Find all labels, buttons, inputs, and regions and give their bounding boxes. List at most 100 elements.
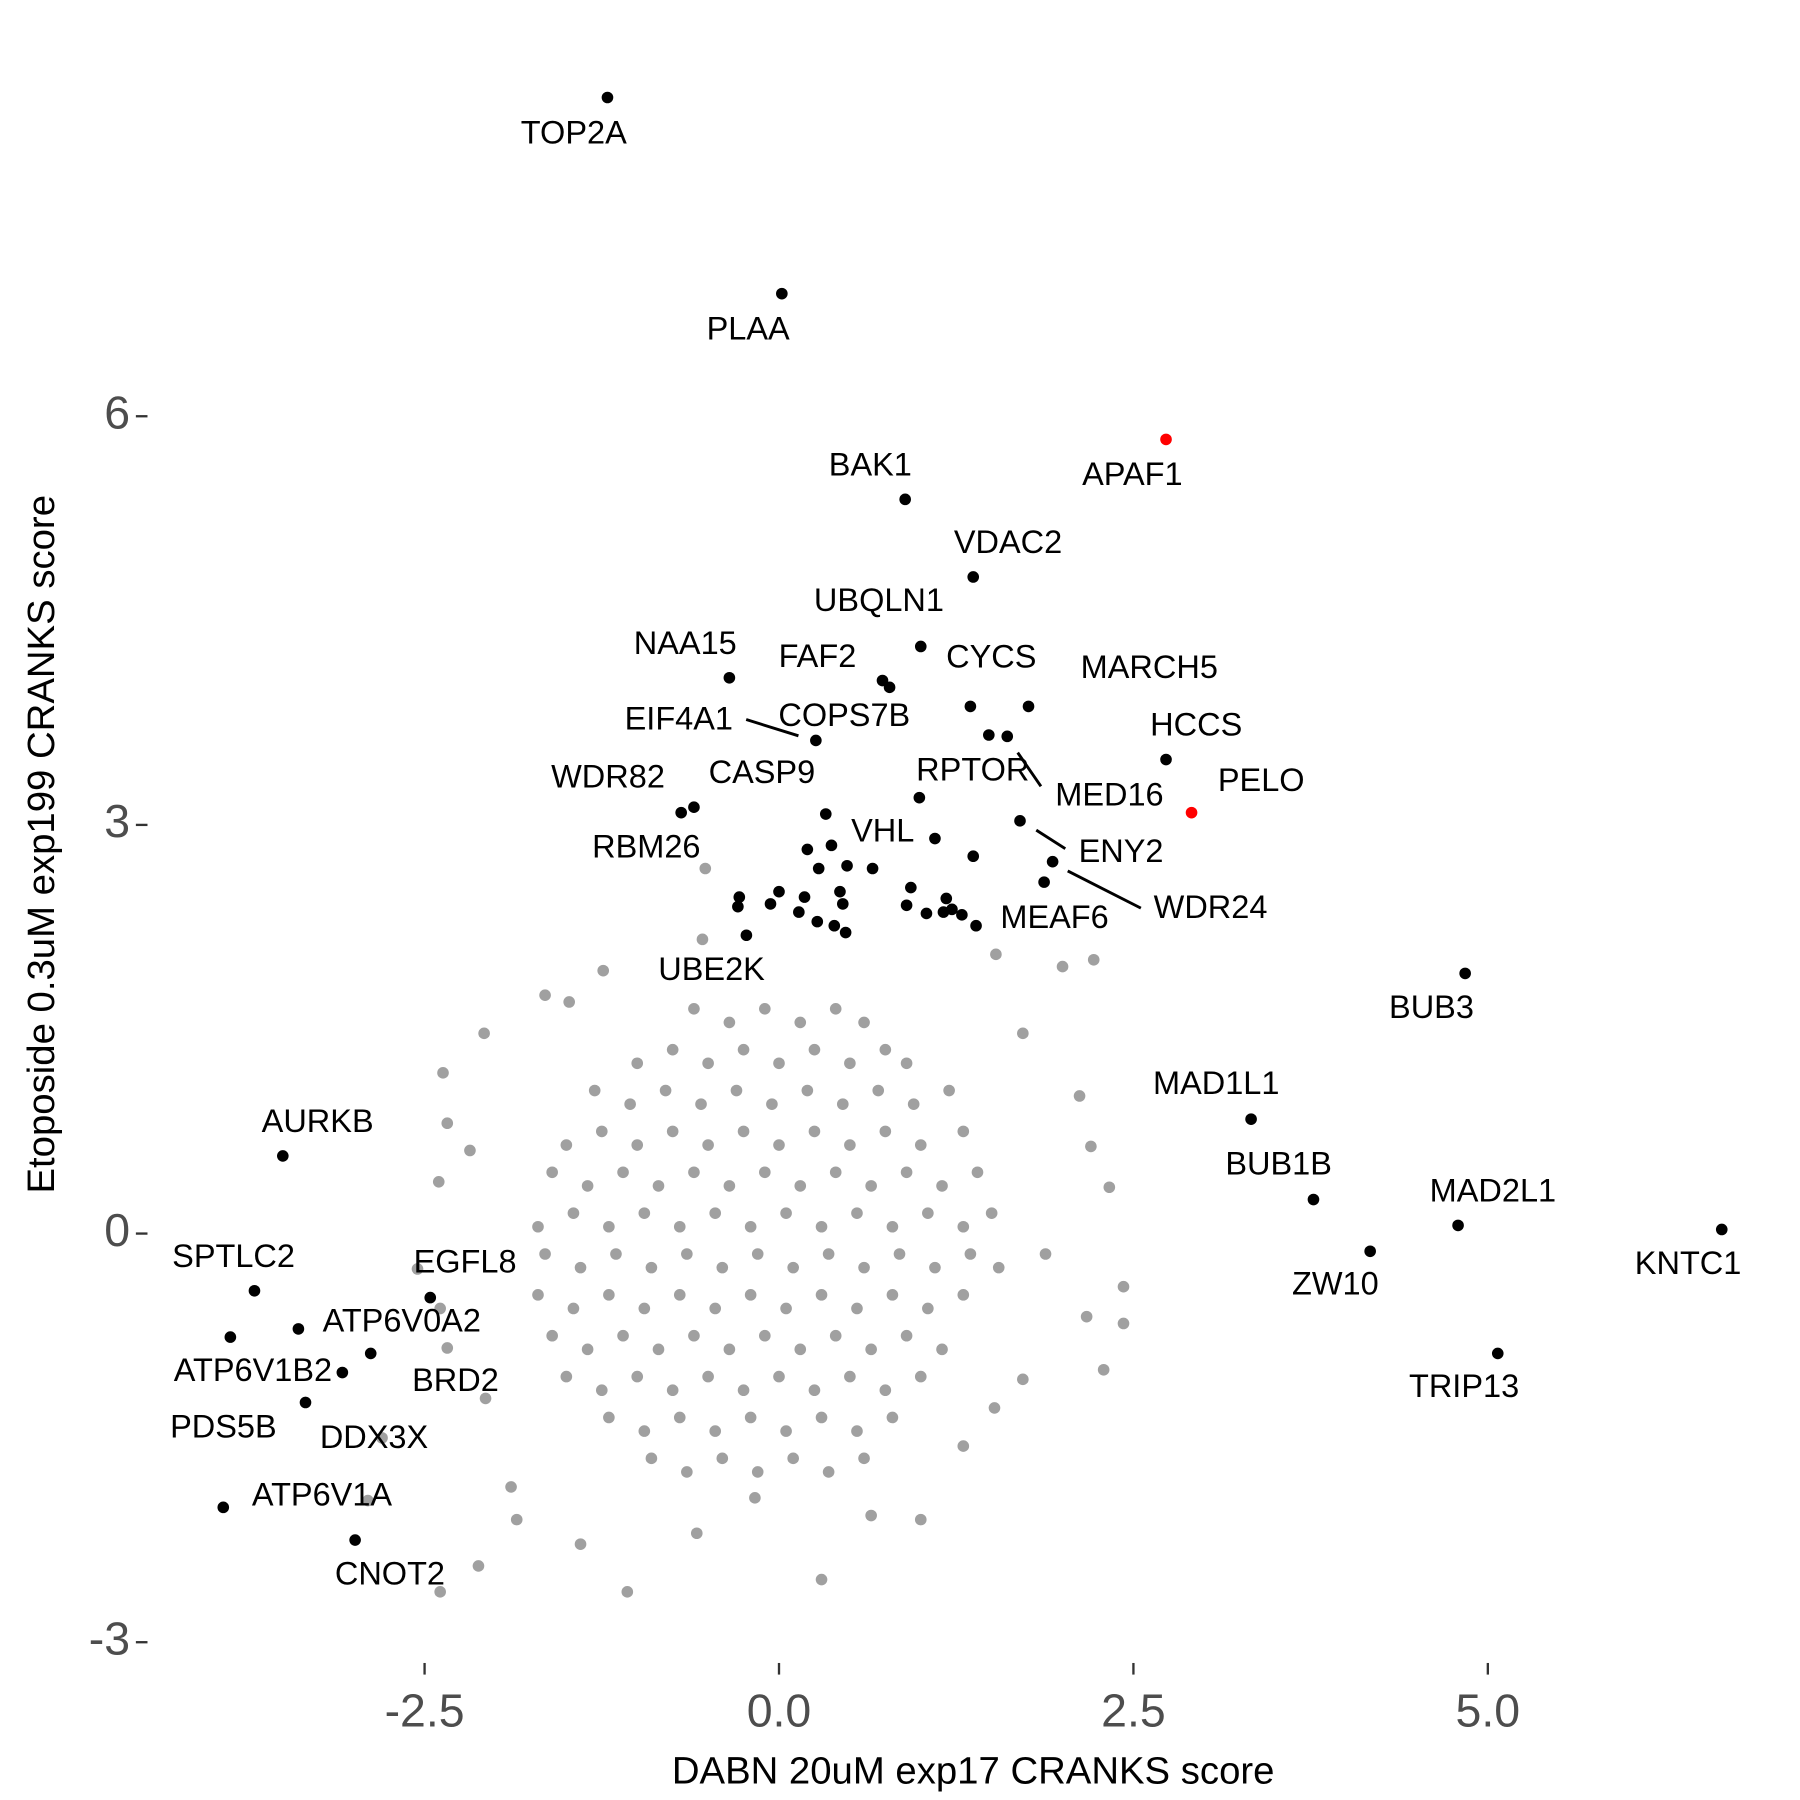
point: [638, 1425, 651, 1437]
x-tick-label: 5.0: [1456, 1684, 1521, 1736]
point: [914, 1370, 927, 1383]
point: [957, 1220, 970, 1233]
point: [1038, 876, 1050, 888]
point: [364, 1347, 377, 1360]
point: [828, 919, 841, 932]
point: [546, 1166, 558, 1179]
point: [811, 915, 824, 928]
point-label: KNTC1: [1635, 1245, 1742, 1281]
point: [681, 1248, 693, 1260]
point-label: CNOT2: [335, 1556, 445, 1592]
point: [773, 1370, 785, 1383]
point-label: APAF1: [1082, 456, 1183, 492]
point: [844, 1139, 856, 1151]
point-label: ATP6V1B2: [174, 1352, 332, 1388]
point: [567, 1207, 580, 1219]
point: [690, 1527, 703, 1540]
point: [780, 1207, 792, 1219]
point: [603, 1411, 615, 1424]
point: [1364, 1245, 1376, 1258]
point: [810, 734, 822, 747]
point: [858, 1261, 870, 1274]
point: [787, 1452, 799, 1465]
point: [766, 1098, 778, 1110]
point: [967, 850, 980, 863]
point: [362, 1494, 374, 1507]
point: [879, 1043, 892, 1056]
point: [759, 1329, 771, 1342]
point-label: VHL: [851, 812, 914, 848]
point: [914, 640, 927, 653]
point: [815, 1411, 828, 1424]
point-label: NAA15: [634, 625, 737, 661]
point: [815, 1220, 828, 1233]
point: [893, 1248, 906, 1260]
point: [675, 806, 687, 819]
point: [631, 1139, 644, 1151]
point: [957, 1125, 970, 1138]
x-tick-label: 0.0: [747, 1684, 812, 1736]
point-label: COPS7B: [778, 697, 910, 733]
point-label: HCCS: [1150, 707, 1242, 743]
point: [376, 1432, 388, 1444]
point: [744, 1220, 757, 1233]
point: [1097, 1363, 1110, 1376]
point: [336, 1366, 349, 1379]
point: [652, 1343, 665, 1356]
point: [709, 1207, 722, 1219]
point: [883, 681, 896, 694]
point: [702, 1370, 714, 1383]
point: [971, 1166, 984, 1179]
point: [673, 1289, 686, 1301]
point: [858, 1452, 870, 1465]
point: [914, 1513, 927, 1526]
point: [1039, 1248, 1052, 1260]
point: [709, 1425, 722, 1437]
point: [631, 1057, 644, 1070]
point: [224, 1331, 237, 1343]
point: [217, 1501, 230, 1514]
point: [905, 881, 917, 894]
point: [780, 1425, 792, 1437]
point: [990, 948, 1002, 961]
point: [532, 1220, 544, 1233]
point: [617, 1166, 629, 1179]
point: [914, 1139, 927, 1151]
point: [349, 1534, 361, 1546]
point: [688, 1002, 700, 1015]
point: [819, 808, 832, 820]
point: [865, 1509, 877, 1522]
point: [1022, 700, 1035, 713]
point: [702, 1057, 714, 1070]
point-label: RBM26: [592, 829, 700, 865]
point: [666, 1043, 679, 1056]
point: [666, 1125, 679, 1138]
point: [688, 1329, 700, 1342]
point-label: MEAF6: [1000, 899, 1108, 935]
point-label: MAD1L1: [1153, 1065, 1279, 1101]
leader-line: [1035, 828, 1067, 850]
point: [581, 1343, 594, 1356]
point: [472, 1560, 485, 1572]
point: [957, 1289, 970, 1301]
point: [539, 989, 551, 1001]
point: [441, 1117, 454, 1130]
y-axis-title: Etoposide 0.3uM exp199 CRANKS score: [20, 495, 63, 1194]
point: [988, 1402, 1001, 1414]
point: [787, 1261, 799, 1274]
point: [808, 1043, 821, 1056]
point: [610, 1248, 622, 1260]
point: [936, 1180, 948, 1192]
point-label: PLAA: [707, 310, 790, 346]
point: [1117, 1317, 1130, 1330]
point-label: UBQLN1: [814, 582, 944, 618]
point-label: EGFL8: [414, 1244, 517, 1280]
point: [673, 1220, 686, 1233]
point: [825, 839, 838, 852]
point: [1185, 806, 1198, 819]
point: [696, 933, 709, 946]
y-tick-label: 6: [104, 387, 130, 439]
